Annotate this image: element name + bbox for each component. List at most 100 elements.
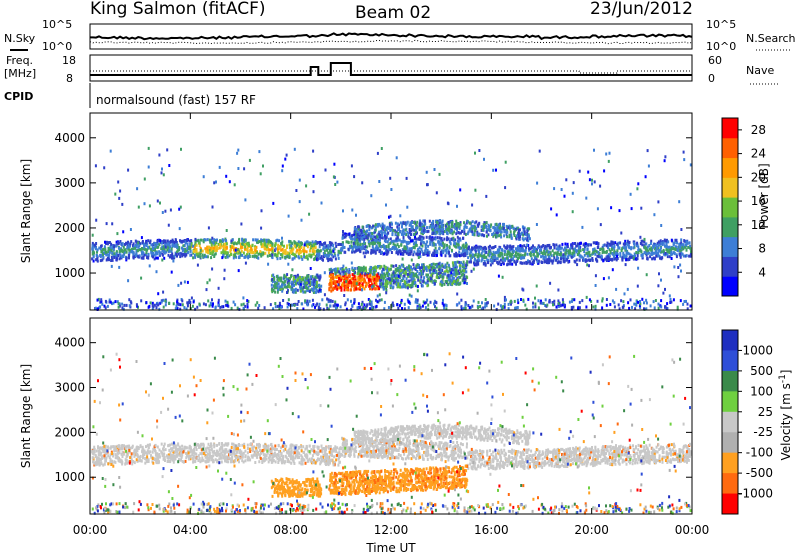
freq-label-line1: Freq. [6, 54, 33, 67]
range-time-cell [156, 240, 158, 243]
range-time-cell [658, 272, 660, 275]
range-time-cell [377, 241, 379, 244]
range-time-cell [621, 247, 623, 250]
range-time-cell [493, 305, 495, 308]
range-time-cell [377, 295, 379, 298]
range-time-cell [591, 182, 593, 185]
range-time-cell [603, 244, 605, 247]
range-time-cell [500, 304, 502, 307]
range-time-cell [533, 253, 535, 256]
range-time-cell [370, 235, 372, 238]
range-time-cell [170, 209, 172, 212]
range-time-cell [300, 251, 302, 254]
range-time-cell [272, 274, 274, 277]
range-time-cell [218, 299, 220, 302]
range-time-cell [211, 244, 213, 247]
range-time-cell [225, 239, 227, 242]
range-time-cell [647, 252, 649, 255]
range-time-cell [336, 288, 338, 291]
range-time-cell [291, 281, 293, 284]
range-time-cell [198, 239, 200, 242]
range-time-cell [474, 233, 476, 236]
range-time-cell [412, 253, 414, 256]
range-time-cell [374, 287, 376, 290]
range-time-cell [589, 178, 591, 181]
range-time-cell [320, 256, 322, 259]
range-time-cell [608, 160, 610, 163]
range-time-cell [486, 231, 488, 234]
range-time-cell [455, 224, 457, 227]
range-time-cell [286, 154, 288, 157]
range-time-cell [271, 242, 273, 245]
range-time-cell [472, 233, 474, 236]
range-time-cell [179, 239, 181, 242]
range-time-cell [436, 191, 438, 194]
range-time-cell [177, 249, 179, 252]
range-time-cell [512, 258, 514, 261]
range-time-cell [676, 239, 678, 242]
range-time-cell [397, 222, 399, 225]
range-time-cell [196, 244, 198, 247]
range-time-cell [321, 243, 323, 246]
range-time-cell [259, 250, 261, 253]
range-time-cell [336, 181, 338, 184]
range-time-cell [320, 285, 322, 288]
range-time-cell [650, 304, 652, 307]
range-time-cell [267, 255, 269, 258]
range-time-cell [380, 230, 382, 233]
range-time-cell [133, 257, 135, 260]
range-time-cell [342, 233, 344, 236]
range-time-cell [683, 239, 685, 242]
range-time-cell [355, 246, 357, 249]
range-time-cell [282, 299, 284, 302]
range-time-cell [505, 229, 507, 232]
range-time-cell [662, 292, 664, 295]
range-time-cell [351, 267, 353, 270]
range-time-cell [303, 247, 305, 250]
range-time-cell [509, 262, 511, 265]
range-time-cell [440, 275, 442, 278]
range-time-cell [101, 250, 103, 253]
noise-right-label: N.Search [746, 32, 796, 45]
range-time-cell [321, 298, 323, 301]
range-time-cell [458, 302, 460, 305]
range-time-cell [429, 243, 431, 246]
range-time-cell [298, 248, 300, 251]
range-time-cell [409, 294, 411, 297]
range-time-cell [171, 247, 173, 250]
range-time-cell [473, 300, 475, 303]
range-time-cell [430, 301, 432, 304]
range-time-cell [280, 242, 282, 245]
range-time-cell [449, 246, 451, 249]
range-time-cell [516, 237, 518, 240]
range-time-cell [246, 242, 248, 245]
range-time-cell [361, 231, 363, 234]
range-time-cell [633, 257, 635, 260]
range-time-cell [286, 255, 288, 258]
range-time-cell [511, 255, 513, 258]
range-time-cell [337, 254, 339, 257]
range-time-cell [350, 289, 352, 292]
range-time-cell [343, 270, 345, 273]
range-time-cell [181, 240, 183, 243]
range-time-cell [282, 165, 284, 168]
range-time-cell [463, 277, 465, 280]
range-time-cell [589, 254, 591, 257]
range-time-cell [686, 248, 688, 251]
range-time-cell [385, 266, 387, 269]
range-time-cell [357, 242, 359, 245]
range-time-cell [411, 295, 413, 298]
range-time-cell [314, 257, 316, 260]
range-time-cell [175, 240, 177, 243]
range-time-cell [165, 240, 167, 243]
range-time-cell [289, 285, 291, 288]
range-time-cell [241, 239, 243, 242]
range-time-cell [611, 245, 613, 248]
range-time-cell [641, 243, 643, 246]
range-time-cell [408, 236, 410, 239]
range-time-cell [392, 246, 394, 249]
range-time-cell [436, 251, 438, 254]
range-time-cell [460, 232, 462, 235]
range-time-cell [655, 299, 657, 302]
range-time-cell [140, 277, 142, 280]
